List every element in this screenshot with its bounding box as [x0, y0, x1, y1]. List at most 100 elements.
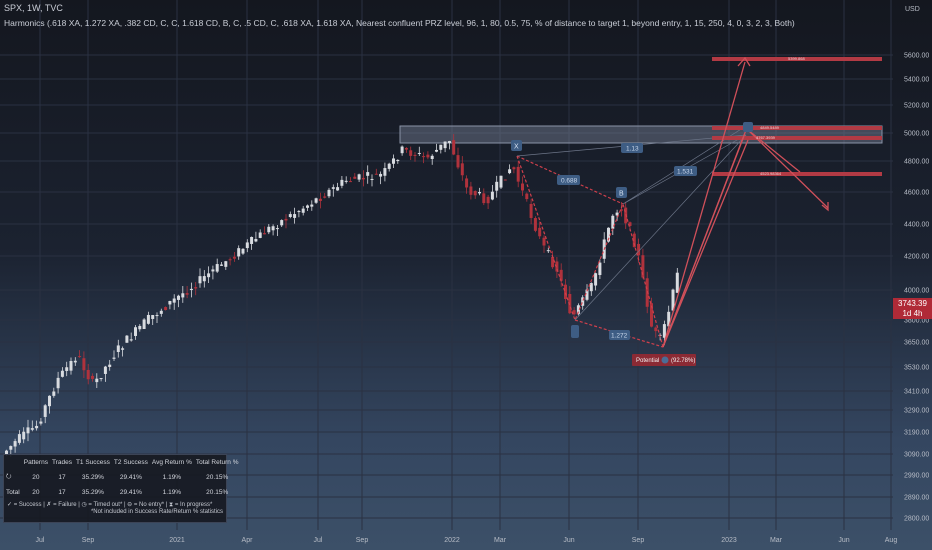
stats-cell: 20: [32, 474, 40, 481]
candle-body: [572, 310, 576, 315]
candle-body: [112, 357, 116, 359]
candle-body: [121, 348, 125, 350]
candle-body: [327, 189, 331, 197]
time-tick-label: Sep: [356, 537, 369, 544]
candle-body: [168, 301, 172, 305]
price-tick-label: 3190.00: [904, 430, 929, 437]
candle-body: [340, 179, 344, 186]
indicator-label[interactable]: Harmonics (.618 XA, 1.272 XA, .382 CD, C…: [4, 18, 795, 28]
candle-body: [538, 227, 542, 237]
stats-cell: 29.41%: [119, 489, 142, 496]
candle-body: [78, 356, 82, 358]
stats-table: Patterns Trades T1 Success T2 Success Av…: [3, 454, 239, 523]
candle-body: [551, 257, 555, 268]
candle-body: [224, 261, 228, 267]
time-tick-label: Mar: [494, 537, 507, 544]
stats-header-row: Patterns Trades T1 Success T2 Success Av…: [4, 455, 241, 470]
target-arrows: [662, 56, 829, 348]
candle-body: [331, 187, 335, 189]
candle-body: [263, 233, 266, 235]
candle-body: [521, 183, 524, 191]
point-marker-a: [571, 325, 579, 338]
candle-body: [443, 141, 447, 149]
price-tick-label: 4600.00: [904, 190, 929, 197]
ratio-label-4: 1.272: [611, 333, 628, 340]
candle-body: [344, 180, 348, 182]
candle-body: [564, 284, 567, 300]
candle-body: [667, 311, 671, 327]
candle-body: [125, 335, 129, 343]
ratio-label-3: 1.531: [677, 169, 694, 176]
target-bands: [712, 57, 882, 176]
candle-body: [237, 248, 241, 257]
price-tick-label: 5600.00: [904, 53, 929, 60]
candle-body: [426, 154, 430, 158]
time-tick-label: Jun: [563, 537, 574, 544]
candle-body: [533, 218, 537, 231]
candle-body: [396, 159, 400, 162]
candle-body: [159, 310, 163, 314]
stats-cell: 1.19%: [162, 489, 182, 496]
stats-row: Total 20 17 35.29% 29.41% 1.19% 20.15%: [4, 485, 241, 500]
current-price-badge: 3743.39: [893, 298, 932, 309]
candle-body: [422, 156, 426, 158]
candle-body: [409, 150, 413, 156]
time-tick-label: Jul: [36, 537, 45, 544]
candle-body: [525, 193, 529, 200]
pattern-xb-leg: [516, 155, 624, 205]
candle-body: [181, 293, 185, 298]
candle-body: [594, 273, 598, 286]
candle-body: [336, 187, 340, 191]
candle-body: [473, 190, 477, 196]
candle-body: [73, 360, 77, 363]
candle-body: [198, 276, 202, 284]
candle-body: [607, 227, 610, 242]
candle-body: [108, 364, 112, 367]
candle-body: [129, 339, 133, 341]
candle-body: [435, 149, 438, 152]
candle-body: [284, 218, 288, 221]
candle-body: [56, 377, 60, 389]
candle-body: [271, 226, 275, 231]
candle-body: [641, 255, 645, 278]
stats-legend-line1: ✓ = Success | ✗ = Failure | ◷ = Timed ou…: [7, 502, 213, 508]
time-tick-label: Jun: [838, 537, 849, 544]
candle-body: [478, 192, 481, 194]
candle-body: [508, 169, 512, 174]
candle-body: [138, 325, 142, 330]
target-label-2: 4849.5489: [760, 125, 780, 130]
candle-body: [164, 307, 168, 311]
stats-header-cell: [4, 455, 22, 470]
target-label-4: 4523.98364: [760, 171, 782, 176]
candle-body: [503, 179, 507, 181]
candle-body: [465, 178, 469, 188]
candle-body: [542, 237, 546, 246]
candle-body: [628, 222, 632, 226]
candle-body: [297, 211, 301, 213]
candle-body: [447, 141, 451, 144]
candle-body: [589, 283, 593, 292]
stats-cell: 20: [32, 489, 40, 496]
candle-body: [598, 262, 602, 276]
candle-body: [430, 155, 434, 159]
chart-title: SPX, 1W, TVC: [4, 3, 63, 13]
stats-cell: 20.15%: [206, 474, 229, 481]
point-label-b: B: [619, 191, 624, 198]
candle-body: [671, 289, 675, 311]
candle-body: [134, 327, 137, 336]
candle-body: [13, 441, 17, 447]
price-tick-label: 5200.00: [904, 103, 929, 110]
price-tick-label: 4400.00: [904, 222, 929, 229]
price-tick-label: 2800.00: [904, 516, 929, 523]
stats-row: ⭮ 20 17 35.29% 29.41% 1.19% 20.15%: [4, 470, 241, 485]
price-axis-currency: USD: [905, 6, 920, 13]
candle-body: [172, 298, 176, 303]
candle-body: [490, 191, 494, 200]
candle-body: [361, 177, 365, 180]
candle-body: [26, 427, 30, 434]
price-tick-label: 4200.00: [904, 254, 929, 261]
candle-body: [357, 174, 361, 180]
stats-legend-line2: *Not included in Success Rate/Return % s…: [90, 509, 223, 515]
